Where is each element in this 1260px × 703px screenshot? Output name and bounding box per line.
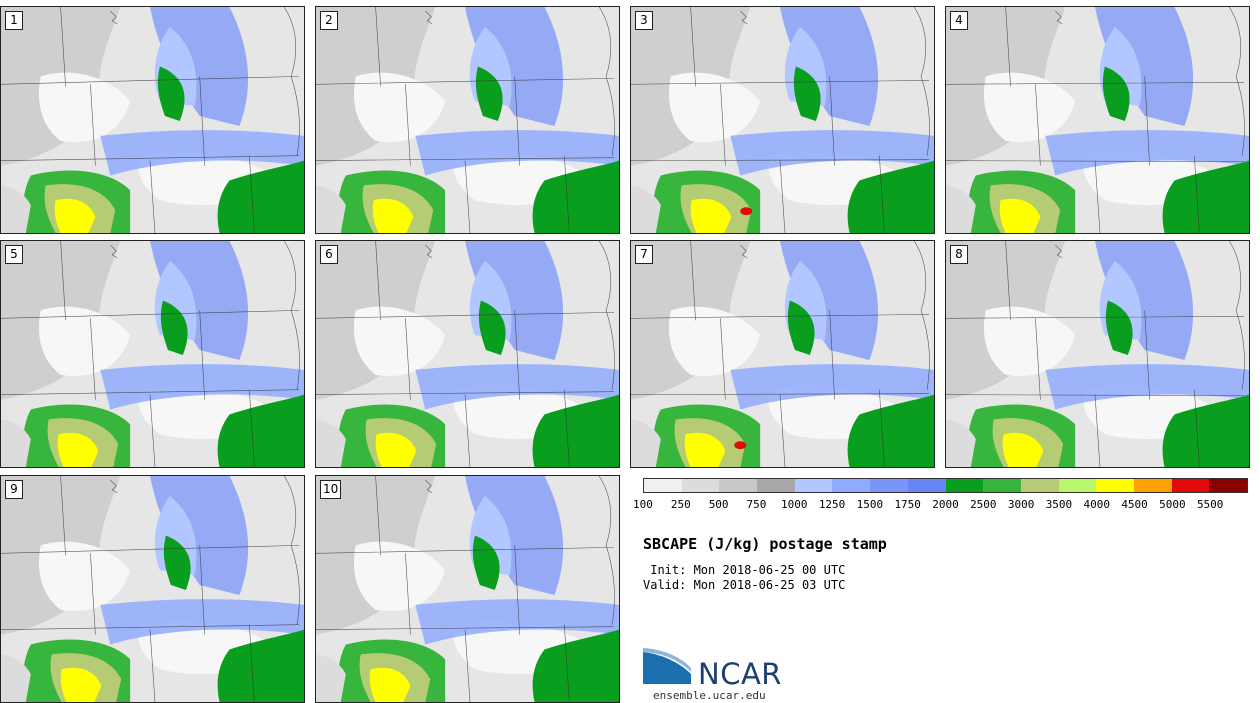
member-number-label: 8 bbox=[950, 245, 968, 264]
colorbar-tick-label: 100 bbox=[633, 498, 653, 511]
init-time: Init: Mon 2018-06-25 00 UTC bbox=[643, 563, 846, 577]
member-number-label: 5 bbox=[5, 245, 23, 264]
sbcape-map bbox=[1, 241, 304, 467]
colorbar-swatch bbox=[1096, 479, 1134, 492]
colorbar-tick-label: 1750 bbox=[894, 498, 921, 511]
stamp-panel-5: 5 bbox=[0, 240, 305, 468]
colorbar-swatch bbox=[1058, 479, 1097, 492]
sbcape-map bbox=[1, 7, 304, 233]
colorbar-swatch bbox=[644, 479, 682, 492]
member-number-label: 4 bbox=[950, 11, 968, 30]
colorbar-swatch bbox=[983, 479, 1021, 492]
stamp-panel-7: 7 bbox=[630, 240, 935, 468]
colorbar-tick-label: 1250 bbox=[818, 498, 846, 511]
stamp-panel-8: 8 bbox=[945, 240, 1250, 468]
colorbar bbox=[643, 478, 1248, 493]
member-number-label: 1 bbox=[5, 11, 23, 30]
stamp-panel-2: 2 bbox=[315, 6, 620, 234]
colorbar-swatch bbox=[719, 479, 758, 492]
sbcape-map bbox=[1, 476, 304, 702]
sbcape-map bbox=[631, 7, 934, 233]
colorbar-swatch bbox=[1133, 479, 1172, 492]
site-url: ensemble.ucar.edu bbox=[653, 689, 766, 702]
colorbar-swatch bbox=[794, 479, 833, 492]
colorbar-tick-label: 5000 bbox=[1159, 498, 1186, 511]
colorbar-tick-label: 750 bbox=[746, 498, 767, 511]
chart-title: SBCAPE (J/kg) postage stamp bbox=[643, 535, 887, 553]
member-number-label: 10 bbox=[320, 480, 342, 499]
ncar-logo-text: NCAR bbox=[698, 657, 782, 691]
sbcape-map bbox=[316, 7, 619, 233]
colorbar-swatch bbox=[945, 479, 984, 492]
colorbar-tick-label: 4500 bbox=[1121, 498, 1148, 511]
colorbar-tick-label: 1000 bbox=[781, 498, 808, 511]
colorbar-tick-label: 500 bbox=[708, 498, 729, 511]
colorbar-tick-label: 5500 bbox=[1196, 498, 1224, 511]
valid-time: Valid: Mon 2018-06-25 03 UTC bbox=[643, 578, 846, 592]
member-number-label: 9 bbox=[5, 480, 23, 499]
sbcape-map bbox=[316, 476, 619, 702]
member-number-label: 6 bbox=[320, 245, 338, 264]
sbcape-map bbox=[946, 241, 1249, 467]
colorbar-tick-label: 250 bbox=[670, 498, 691, 511]
colorbar-tick-label: 2500 bbox=[970, 498, 997, 511]
colorbar-swatch bbox=[1171, 479, 1210, 492]
colorbar-labels: 100 250 500 750 1000 1250 1500 1750 2000 2500 3000… bbox=[633, 498, 1248, 512]
colorbar-swatch bbox=[757, 479, 795, 492]
colorbar-swatch bbox=[681, 479, 720, 492]
colorbar-swatch bbox=[907, 479, 946, 492]
colorbar-tick-label: 4000 bbox=[1083, 498, 1111, 511]
member-number-label: 7 bbox=[635, 245, 653, 264]
stamp-panel-6: 6 bbox=[315, 240, 620, 468]
stamp-panel-10: 10 bbox=[315, 475, 620, 703]
colorbar-swatch bbox=[1020, 479, 1059, 492]
sbcape-map bbox=[946, 7, 1249, 233]
colorbar-tick-label: 2000 bbox=[932, 498, 959, 511]
stamp-panel-3: 3 bbox=[630, 6, 935, 234]
colorbar-swatch bbox=[1209, 479, 1247, 492]
colorbar-tick-label: 1500 bbox=[856, 498, 884, 511]
member-number-label: 2 bbox=[320, 11, 338, 30]
colorbar-swatch bbox=[832, 479, 871, 492]
stamp-panel-9: 9 bbox=[0, 475, 305, 703]
member-number-label: 3 bbox=[635, 11, 653, 30]
colorbar-tick-label: 3000 bbox=[1007, 498, 1035, 511]
stamp-panel-1: 1 bbox=[0, 6, 305, 234]
sbcape-map bbox=[316, 241, 619, 467]
colorbar-swatch bbox=[870, 479, 908, 492]
sbcape-map bbox=[631, 241, 934, 467]
ncar-logo-icon bbox=[643, 648, 691, 684]
colorbar-tick-label: 3500 bbox=[1045, 498, 1073, 511]
stamp-panel-4: 4 bbox=[945, 6, 1250, 234]
